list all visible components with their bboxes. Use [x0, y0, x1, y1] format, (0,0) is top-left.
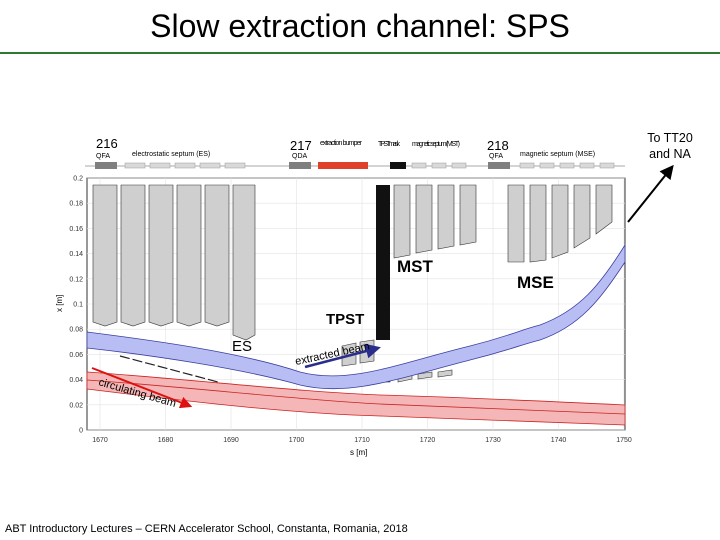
y-axis-label: x [m] — [55, 295, 64, 312]
title-underline — [0, 52, 720, 54]
section-217-number: 217 — [290, 138, 312, 153]
es-plot-label: ES — [232, 338, 252, 355]
mst-plot-label: MST — [397, 257, 434, 276]
y-tick-label: 0.04 — [69, 377, 83, 384]
extracted-beam-arrow — [304, 343, 381, 369]
mst-label: magnetic septum (MST) — [412, 141, 460, 148]
y-tick-label: 0.14 — [69, 251, 83, 258]
slide-title: Slow extraction channel: SPS — [150, 8, 570, 44]
x-tick-label: 1710 — [354, 437, 370, 444]
x-tick-label: 1740 — [551, 437, 567, 444]
y-tick-label: 0.18 — [69, 201, 83, 208]
tpst-mask-label: TPST mask — [378, 141, 401, 148]
x-tick-label: 1730 — [485, 437, 501, 444]
es-septum-plates — [92, 184, 256, 341]
y-tick-label: 0.02 — [69, 402, 83, 409]
y-tick-label: 0.2 — [73, 176, 83, 183]
section-218-number: 218 — [487, 138, 509, 153]
x-tick-label: 1690 — [223, 437, 239, 444]
y-tick-label: 0 — [79, 428, 83, 435]
extraction-bumper — [318, 162, 368, 169]
section-218-sub: QFA — [489, 153, 503, 160]
qda-217-magnet — [289, 162, 311, 169]
mse-plot-label: MSE — [517, 273, 554, 292]
extracted-beam-band — [86, 243, 626, 390]
destination-note: To TT20 and NA — [647, 131, 693, 161]
circulating-beam-band — [86, 371, 626, 426]
qfa-218-magnet — [488, 162, 510, 169]
mst-magnets — [393, 184, 477, 259]
beamline-layout: 216 QFA electrostatic septum (ES) 217 QD… — [85, 136, 625, 169]
qfa-216-magnet — [95, 162, 117, 169]
y-tick-label: 0.16 — [69, 226, 83, 233]
x-tick-label: 1700 — [289, 437, 305, 444]
y-tick-label: 0.08 — [69, 327, 83, 334]
es-label: electrostatic septum (ES) — [132, 151, 210, 158]
y-axis-ticks: 0 0.02 0.04 0.06 0.08 0.1 0.12 0.14 0.16 0.18 0.2 — [69, 176, 83, 435]
slide-footer: ABT Introductory Lectures – CERN Acceler… — [5, 523, 408, 535]
y-tick-label: 0.12 — [69, 276, 83, 283]
x-axis-label: s [m] — [350, 448, 367, 457]
tpst-plot-label: TPST — [326, 311, 364, 328]
bumper-label: extraction bumper — [320, 140, 363, 147]
y-tick-label: 0.1 — [73, 302, 83, 309]
y-tick-label: 0.06 — [69, 352, 83, 359]
mse-magnets — [507, 184, 613, 263]
x-axis-ticks: 1670 1680 1690 1700 1710 1720 1730 1740 1750 — [92, 437, 632, 444]
section-216-number: 216 — [96, 136, 118, 151]
x-tick-label: 1680 — [158, 437, 174, 444]
tpst-mask — [390, 162, 406, 169]
x-tick-label: 1720 — [420, 437, 436, 444]
tpst-blade — [376, 185, 390, 340]
to-tt20-arrow — [627, 164, 674, 223]
x-tick-label: 1750 — [616, 437, 632, 444]
plot-area: MST MSE TPST ES extracted beam circulati… — [55, 176, 632, 458]
mse-label: magnetic septum (MSE) — [520, 151, 595, 158]
circulating-beam-arrow — [91, 367, 193, 409]
section-217-sub: QDA — [292, 153, 308, 160]
x-tick-label: 1670 — [92, 437, 108, 444]
section-216-sub: QFA — [96, 153, 110, 160]
